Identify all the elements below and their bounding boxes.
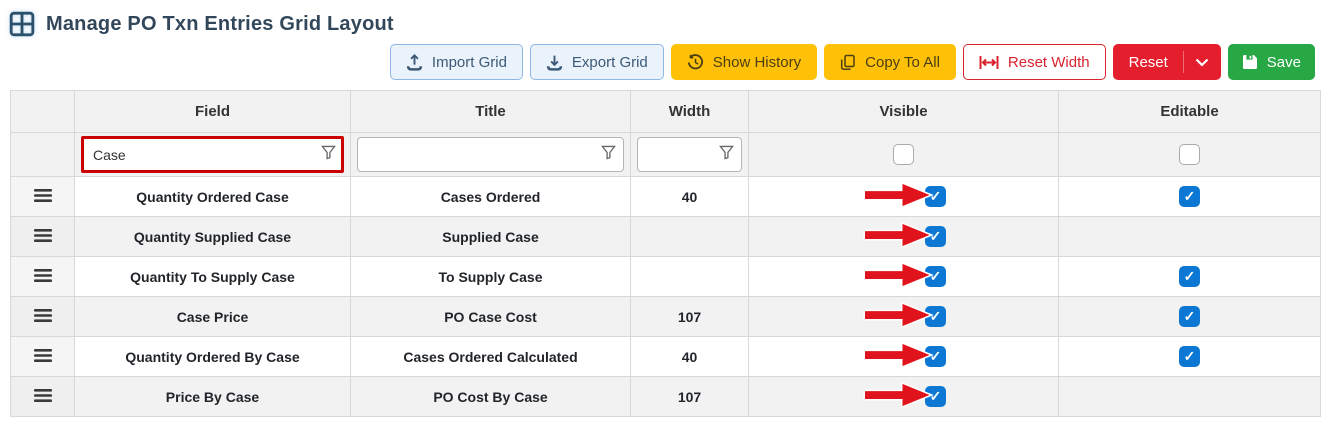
field-cell: Quantity Ordered Case	[74, 176, 351, 217]
title-cell: Cases Ordered Calculated	[350, 336, 631, 377]
show-history-button[interactable]: Show History	[670, 44, 818, 80]
red-annotation-arrow-icon	[861, 300, 935, 333]
title-cell: PO Cost By Case	[350, 376, 631, 417]
red-annotation-arrow-icon	[861, 180, 935, 213]
drag-handle-icon[interactable]	[32, 188, 54, 206]
width-filter	[637, 137, 742, 172]
history-icon	[687, 53, 704, 71]
page-title: Manage PO Txn Entries Grid Layout	[46, 12, 394, 35]
title-cell: Cases Ordered	[350, 176, 631, 217]
toolbar: Import Grid Export Grid Show History	[0, 37, 1324, 80]
visible-checkbox[interactable]	[925, 386, 946, 407]
width-cell: 107	[630, 296, 749, 337]
reset-label: Reset	[1128, 53, 1168, 71]
field-cell: Case Price	[74, 296, 351, 337]
visible-checkbox[interactable]	[925, 266, 946, 287]
field-cell: Quantity To Supply Case	[74, 256, 351, 297]
editable-checkbox[interactable]	[1179, 266, 1200, 287]
title-filter	[357, 137, 624, 172]
export-grid-label: Export Grid	[571, 53, 648, 71]
drag-handle-icon[interactable]	[32, 268, 54, 286]
import-grid-label: Import Grid	[431, 53, 507, 71]
red-annotation-arrow-icon	[861, 260, 935, 293]
copy-to-all-button[interactable]: Copy To All	[824, 44, 956, 80]
reset-width-button[interactable]: Reset Width	[962, 44, 1106, 80]
table-row: Quantity Ordered Case Cases Ordered 40	[10, 176, 1321, 217]
red-annotation-arrow-icon	[861, 380, 935, 413]
title-filter-input[interactable]	[357, 137, 624, 172]
editable-checkbox[interactable]	[1179, 186, 1200, 207]
column-header-editable: Editable	[1058, 90, 1321, 133]
copy-to-all-label: Copy To All	[865, 53, 940, 71]
field-cell: Price By Case	[74, 376, 351, 417]
column-header-handle	[10, 90, 75, 133]
red-annotation-arrow-icon	[861, 340, 935, 373]
table-row: Quantity Ordered By Case Cases Ordered C…	[10, 336, 1321, 377]
drag-handle-icon[interactable]	[32, 308, 54, 326]
export-grid-button[interactable]: Export Grid	[529, 44, 664, 80]
filter-funnel-icon[interactable]	[321, 145, 336, 165]
field-cell: Quantity Supplied Case	[74, 216, 351, 257]
field-filter	[81, 136, 344, 173]
save-icon	[1242, 54, 1258, 70]
filter-handle-cell	[10, 132, 75, 177]
column-header-visible: Visible	[748, 90, 1059, 133]
width-cell: 40	[630, 336, 749, 377]
title-cell: Supplied Case	[350, 216, 631, 257]
save-label: Save	[1266, 53, 1301, 71]
drag-handle-icon[interactable]	[32, 228, 54, 246]
title-cell: PO Case Cost	[350, 296, 631, 337]
visible-checkbox[interactable]	[925, 226, 946, 247]
save-button[interactable]: Save	[1227, 44, 1315, 80]
grid-layout-icon	[9, 11, 35, 37]
chevron-down-icon[interactable]	[1195, 58, 1209, 67]
filter-funnel-icon[interactable]	[719, 145, 734, 165]
reset-button[interactable]: Reset	[1112, 44, 1221, 80]
visible-checkbox[interactable]	[925, 306, 946, 327]
title-cell: To Supply Case	[350, 256, 631, 297]
width-cell	[630, 256, 749, 297]
editable-checkbox[interactable]	[1179, 306, 1200, 327]
visible-checkbox[interactable]	[925, 346, 946, 367]
column-header-field: Field	[74, 90, 351, 133]
width-cell: 40	[630, 176, 749, 217]
visible-checkbox[interactable]	[925, 186, 946, 207]
reset-width-icon	[979, 55, 999, 70]
red-annotation-arrow-icon	[861, 220, 935, 253]
table-row: Quantity To Supply Case To Supply Case	[10, 256, 1321, 297]
download-icon	[546, 54, 563, 71]
editable-filter-checkbox[interactable]	[1179, 144, 1200, 165]
reset-width-label: Reset Width	[1007, 53, 1090, 71]
import-grid-button[interactable]: Import Grid	[389, 44, 523, 80]
drag-handle-icon[interactable]	[32, 348, 54, 366]
filter-row	[10, 132, 1321, 177]
grid-layout-table: Field Title Width Visible Editable	[10, 90, 1321, 417]
table-row: Price By Case PO Cost By Case 107	[10, 376, 1321, 417]
filter-funnel-icon[interactable]	[601, 145, 616, 165]
visible-filter-checkbox[interactable]	[893, 144, 914, 165]
drag-handle-icon[interactable]	[32, 388, 54, 406]
upload-icon	[406, 53, 423, 71]
page-header: Manage PO Txn Entries Grid Layout	[0, 0, 1324, 37]
width-cell	[630, 216, 749, 257]
table-row: Quantity Supplied Case Supplied Case	[10, 216, 1321, 257]
field-filter-input[interactable]	[81, 136, 344, 173]
table-row: Case Price PO Case Cost 107	[10, 296, 1321, 337]
column-header-title: Title	[350, 90, 631, 133]
column-header-width: Width	[630, 90, 749, 133]
field-cell: Quantity Ordered By Case	[74, 336, 351, 377]
copy-icon	[840, 54, 856, 71]
show-history-label: Show History	[712, 53, 802, 71]
split-divider	[1182, 51, 1184, 73]
header-row: Field Title Width Visible Editable	[10, 90, 1321, 133]
width-cell: 107	[630, 376, 749, 417]
editable-checkbox[interactable]	[1179, 346, 1200, 367]
